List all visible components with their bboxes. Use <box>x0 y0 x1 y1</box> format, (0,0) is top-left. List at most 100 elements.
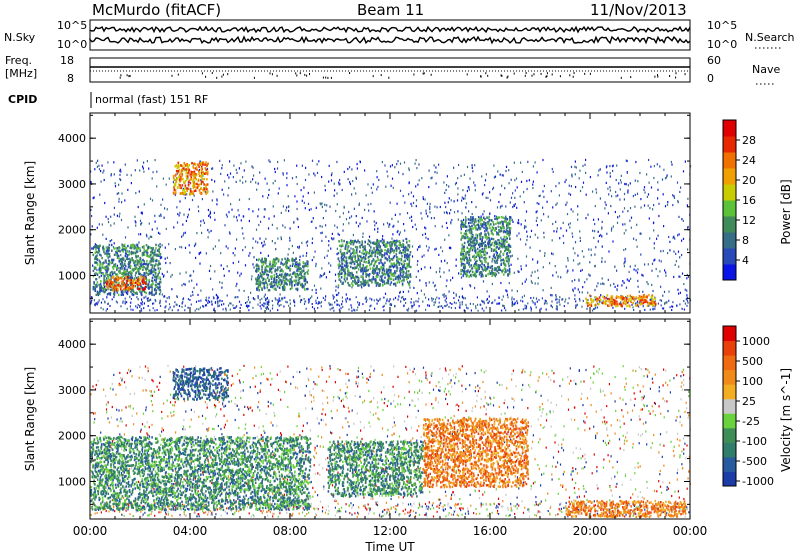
scatter-pixel <box>258 223 260 227</box>
scatter-pixel <box>660 304 662 307</box>
scatter-pixel <box>514 303 516 306</box>
scatter-pixel <box>305 300 307 303</box>
echo-pixel <box>270 271 273 274</box>
scatter-pixel <box>244 264 247 267</box>
scatter-pixel <box>210 229 212 233</box>
echo-pixel <box>495 267 497 270</box>
echo-pixel <box>496 233 498 236</box>
scatter-pixel <box>275 298 277 301</box>
scatter-pixel <box>146 235 148 238</box>
echo-pixel <box>283 273 286 277</box>
scatter-pixel <box>164 306 166 309</box>
echo-pixel <box>186 175 189 178</box>
echo-pixel <box>103 276 105 279</box>
echo-pixel <box>125 288 127 292</box>
scatter-pixel <box>544 301 546 304</box>
echo-pixel <box>107 250 109 253</box>
echo-pixel <box>149 254 152 257</box>
echo-pixel <box>145 250 147 253</box>
echo-pixel <box>286 260 289 263</box>
echo-pixel <box>479 260 482 263</box>
scatter-pixel <box>687 301 689 304</box>
scatter-pixel <box>534 233 536 236</box>
scatter-pixel <box>477 223 480 226</box>
scatter-pixel <box>555 185 557 188</box>
echo-pixel <box>346 248 349 251</box>
scatter-pixel <box>531 281 533 284</box>
scatter-pixel <box>146 297 148 300</box>
echo-pixel <box>502 262 505 265</box>
echo-pixel <box>262 273 265 276</box>
scatter-pixel <box>178 305 181 307</box>
scatter-pixel <box>524 225 526 228</box>
echo-pixel <box>141 280 144 284</box>
scatter-pixel <box>569 193 572 196</box>
echo-pixel <box>184 191 186 194</box>
echo-pixel <box>200 171 203 175</box>
echo-pixel <box>468 248 470 251</box>
scatter-pixel <box>469 259 471 262</box>
echo-pixel <box>399 244 402 247</box>
echo-pixel <box>198 174 201 178</box>
echo-pixel <box>104 252 106 255</box>
nave-tick-high: 60 <box>707 54 721 67</box>
scatter-pixel <box>264 293 266 296</box>
scatter-pixel <box>642 290 644 293</box>
echo-pixel <box>407 244 409 247</box>
echo-pixel <box>484 222 487 225</box>
echo-pixel <box>359 259 361 263</box>
scatter-pixel <box>619 179 622 182</box>
scatter-pixel <box>551 300 553 303</box>
echo-pixel <box>391 248 394 251</box>
echo-pixel <box>374 281 377 284</box>
echo-pixel <box>493 253 495 256</box>
scatter-pixel <box>601 257 603 260</box>
scatter-pixel <box>129 305 131 308</box>
echo-pixel <box>488 224 491 227</box>
echo-pixel <box>378 252 381 255</box>
scatter-pixel <box>635 160 637 164</box>
scatter-pixel <box>411 255 414 258</box>
scatter-pixel <box>679 291 681 294</box>
echo-pixel <box>141 251 144 255</box>
echo-pixel <box>143 276 145 279</box>
scatter-pixel <box>410 304 413 307</box>
scatter-pixel <box>623 192 626 196</box>
echo-pixel <box>368 275 370 278</box>
scatter-pixel <box>565 265 567 268</box>
echo-pixel <box>350 242 352 246</box>
echo-pixel <box>280 275 283 278</box>
echo-pixel <box>368 284 370 287</box>
scatter-pixel <box>141 222 143 225</box>
nave-point <box>480 75 482 78</box>
echo-pixel <box>148 278 150 282</box>
scatter-pixel <box>189 251 191 254</box>
scatter-pixel <box>441 250 444 253</box>
scatter-pixel <box>263 302 265 305</box>
scatter-pixel <box>391 177 394 180</box>
echo-pixel <box>153 270 156 274</box>
echo-pixel <box>269 267 271 271</box>
scatter-pixel <box>168 243 170 246</box>
echo-pixel <box>341 262 344 265</box>
echo-pixel <box>155 263 157 266</box>
scatter-pixel <box>187 177 189 180</box>
scatter-pixel <box>176 295 178 298</box>
echo-pixel <box>141 275 143 278</box>
scatter-pixel <box>475 242 477 245</box>
scatter-pixel <box>649 207 651 210</box>
scatter-pixel <box>334 273 337 276</box>
scatter-pixel <box>472 170 474 173</box>
echo-pixel <box>401 255 403 258</box>
scatter-pixel <box>506 290 508 293</box>
scatter-pixel <box>551 239 553 242</box>
scatter-pixel <box>333 237 335 240</box>
scatter-pixel <box>422 197 424 201</box>
scatter-pixel <box>189 274 191 277</box>
scatter-pixel <box>409 286 411 289</box>
echo-pixel <box>262 263 265 266</box>
echo-pixel <box>202 188 204 192</box>
echo-pixel <box>398 261 401 265</box>
scatter-pixel <box>550 294 552 297</box>
echo-pixel <box>349 284 351 287</box>
